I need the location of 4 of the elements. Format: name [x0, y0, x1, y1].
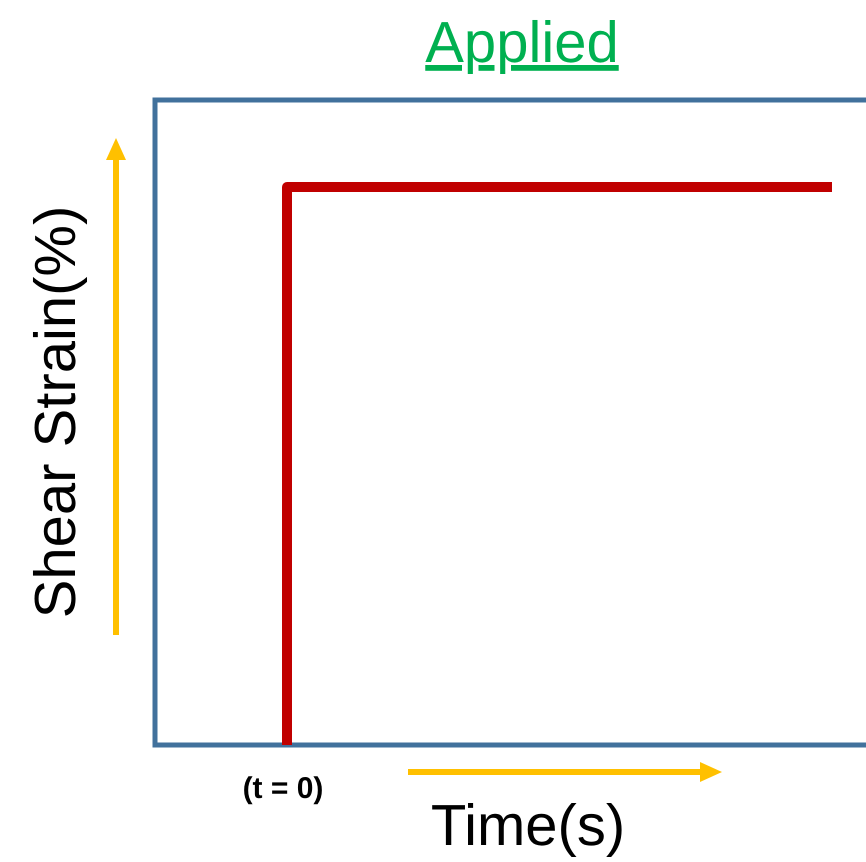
x-axis-title: Time(s) — [430, 793, 626, 858]
text: (t = 0) — [242, 772, 324, 805]
y-axis-title: Shear Strain(%) — [23, 206, 88, 618]
chart-title: Applied — [425, 10, 619, 75]
